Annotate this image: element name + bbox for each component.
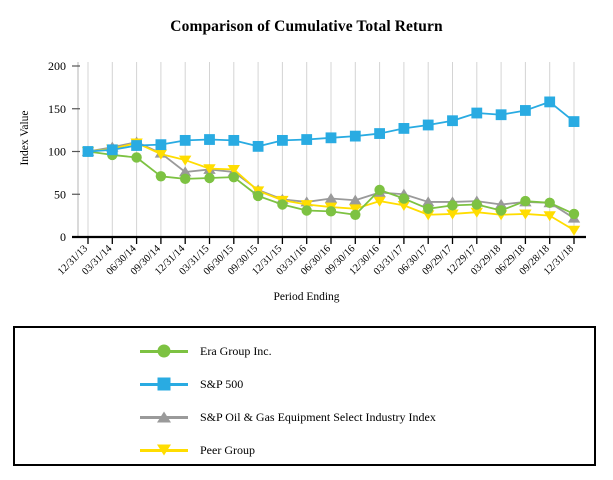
data-point-triangle-down (519, 209, 532, 220)
y-axis: 0 50 100 150 200 (48, 59, 80, 244)
legend-swatch (140, 440, 188, 460)
data-point-triangle-up (422, 196, 435, 207)
y-axis-tick-label: 100 (48, 145, 66, 159)
data-point-circle (180, 173, 191, 185)
data-point-triangle-down (397, 200, 411, 211)
data-point-square (252, 140, 264, 152)
data-point-square (495, 109, 507, 121)
data-point-circle (471, 199, 482, 210)
chart-svg: 0 50 100 150 200 12/31/1303/31/1406/30/1409/3… (48, 59, 586, 278)
y-axis-tick-label: 50 (54, 187, 66, 201)
y-axis-tick-label: 0 (60, 230, 66, 244)
data-point-circle (301, 205, 312, 216)
data-point-triangle-up (179, 166, 192, 177)
data-point-square (447, 115, 458, 127)
data-point-square (228, 134, 240, 146)
legend-item[interactable]: S&P 500 (140, 373, 243, 395)
y-axis-tick-label: 200 (48, 59, 66, 73)
y-axis-tick-label: 150 (48, 102, 66, 116)
legend-item[interactable]: S&P Oil & Gas Equipment Select Industry … (140, 406, 436, 428)
data-point-circle (447, 200, 458, 211)
data-point-circle (544, 197, 555, 208)
legend-item[interactable]: Peer Group (140, 439, 255, 461)
data-point-square (131, 140, 142, 151)
data-point-triangle-down (470, 207, 483, 218)
data-point-triangle-down (154, 149, 168, 160)
data-point-square (106, 144, 118, 156)
legend-swatch (140, 374, 188, 394)
data-point-triangle-down (300, 200, 313, 211)
legend-item[interactable]: Era Group Inc. (140, 340, 272, 362)
data-point-square (520, 105, 531, 116)
data-point-triangle-down (373, 196, 386, 207)
square-icon (157, 377, 171, 391)
x-axis-tick-labels: 12/31/1303/31/1406/30/1409/30/1412/31/14… (56, 243, 576, 278)
data-point-circle (131, 152, 142, 163)
data-point-square (471, 107, 483, 119)
data-point-square (398, 123, 410, 134)
page-title: Comparison of Cumulative Total Return (170, 18, 443, 35)
data-point-square (277, 134, 288, 146)
data-point-circle (374, 184, 385, 196)
y-axis-title: Index Value (19, 110, 31, 166)
data-point-circle (277, 199, 288, 210)
data-point-circle (204, 172, 215, 184)
data-point-triangle-down (179, 155, 192, 166)
triangle-up-icon (157, 411, 171, 423)
series-square (82, 96, 580, 157)
legend-item-label: Peer Group (200, 442, 255, 457)
data-point-circle (350, 209, 361, 220)
data-point-triangle-down (203, 164, 216, 175)
data-point-square (349, 130, 361, 142)
data-point-circle (495, 205, 507, 216)
legend-item-label: S&P Oil & Gas Equipment Select Industry … (200, 409, 436, 424)
data-point-triangle-down (227, 165, 240, 176)
legend-item-label: Era Group Inc. (200, 343, 272, 358)
series-circle (82, 146, 580, 220)
data-point-square (374, 128, 385, 139)
data-point-circle (520, 195, 531, 207)
data-point-square (325, 132, 337, 144)
data-point-triangle-down (543, 211, 556, 222)
data-point-triangle-up (324, 192, 338, 203)
x-axis (72, 235, 586, 244)
data-point-square (422, 119, 434, 131)
legend-list: Era Group Inc. S&P 500 S&P Oil & Gas Equip… (15, 328, 594, 464)
data-point-circle (398, 193, 410, 204)
circle-icon (157, 344, 171, 358)
legend-swatch (140, 341, 188, 361)
data-point-circle (228, 171, 239, 183)
data-point-square (204, 134, 215, 145)
data-point-square (568, 116, 580, 127)
data-point-circle (325, 206, 337, 217)
x-axis-title: Period Ending (273, 291, 340, 303)
data-point-square (179, 134, 191, 146)
data-point-circle (568, 208, 580, 220)
data-point-triangle-down (567, 225, 581, 236)
data-point-circle (423, 203, 434, 214)
data-point-triangle-down (446, 209, 459, 220)
legend-box: Era Group Inc. S&P 500 S&P Oil & Gas Equip… (13, 326, 596, 466)
data-point-square (301, 134, 313, 145)
data-point-circle (155, 171, 167, 182)
legend-swatch (140, 407, 188, 427)
data-point-triangle-down (349, 204, 362, 215)
data-point-square (544, 96, 556, 108)
data-point-circle (252, 190, 264, 202)
data-point-triangle-up (349, 194, 362, 205)
data-point-square (155, 139, 167, 151)
triangle-down-icon (157, 444, 171, 456)
plot-area: 0 50 100 150 200 12/31/13 03/31/14 06/30/14 09/3… (19, 59, 586, 303)
data-point-square (82, 146, 94, 157)
legend-item-label: S&P 500 (200, 376, 244, 391)
